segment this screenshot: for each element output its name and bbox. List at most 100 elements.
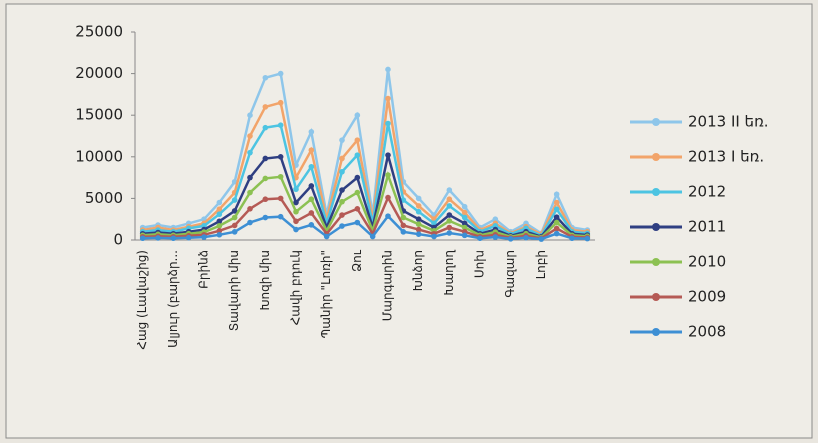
point — [216, 218, 223, 225]
point — [308, 147, 315, 153]
x-tick-label: Լոբի — [534, 250, 548, 279]
point — [461, 209, 468, 216]
point — [277, 122, 284, 128]
point — [553, 230, 560, 237]
y-tick-label: 20000 — [75, 64, 123, 82]
point — [262, 214, 269, 221]
point — [385, 152, 391, 158]
point — [308, 196, 315, 203]
legend-marker — [652, 118, 660, 126]
point — [492, 234, 499, 240]
legend-label: 2013 II եռ. — [688, 113, 769, 131]
y-tick-label: 15000 — [75, 106, 123, 124]
x-tick-label: Խոզի միս — [258, 250, 272, 311]
point — [216, 211, 223, 218]
point — [415, 231, 422, 237]
point — [446, 224, 453, 231]
point — [553, 206, 560, 213]
point — [293, 226, 299, 233]
point — [293, 199, 299, 206]
point — [461, 203, 468, 210]
point — [446, 203, 453, 209]
point — [247, 219, 253, 226]
x-tick-label: Տավարի միս — [227, 250, 241, 331]
point — [247, 189, 253, 196]
point — [492, 216, 499, 222]
point — [415, 208, 422, 215]
point — [446, 230, 453, 236]
point — [569, 235, 575, 242]
point — [446, 196, 453, 203]
x-tick-label: Հաց (Լավաշից) — [135, 250, 149, 350]
point — [415, 195, 422, 202]
point — [354, 152, 361, 158]
point — [216, 228, 223, 234]
legend-label: 2012 — [688, 183, 726, 201]
point — [415, 221, 422, 227]
point — [262, 74, 269, 81]
legend-marker — [652, 153, 660, 161]
point — [247, 133, 253, 139]
point — [553, 214, 560, 220]
x-tick-label: Պանիր "Լոռի" — [319, 250, 333, 338]
point — [461, 220, 468, 227]
point — [339, 212, 345, 218]
point — [231, 229, 238, 235]
legend-marker — [652, 328, 660, 336]
point — [354, 189, 361, 196]
point — [400, 214, 407, 221]
y-tick-label: 25000 — [75, 23, 123, 41]
point — [385, 120, 391, 127]
x-tick-label: Խնձոր — [411, 250, 425, 291]
point — [139, 235, 146, 242]
point — [385, 95, 391, 102]
point — [293, 186, 299, 193]
point — [277, 154, 284, 160]
point — [185, 234, 192, 241]
point — [216, 199, 223, 206]
point — [308, 210, 315, 216]
point — [446, 187, 453, 193]
legend-label: 2010 — [688, 253, 726, 271]
point — [216, 206, 223, 213]
point — [415, 203, 422, 209]
point — [385, 213, 391, 219]
point — [231, 208, 238, 214]
point — [446, 218, 453, 224]
point — [201, 234, 207, 240]
point — [415, 226, 422, 233]
y-tick-label: 5000 — [85, 189, 123, 207]
point — [400, 222, 407, 229]
point — [354, 206, 361, 212]
legend-label: 2013 I եռ. — [688, 148, 764, 166]
point — [354, 137, 361, 143]
point — [247, 174, 253, 181]
legend-marker — [652, 293, 660, 301]
point — [216, 223, 223, 229]
x-tick-label: Ալյուր (բարձր... — [166, 250, 180, 348]
point — [431, 233, 437, 240]
point — [385, 66, 391, 73]
point — [354, 219, 361, 226]
point — [262, 104, 269, 110]
y-tick-label: 0 — [113, 231, 123, 249]
x-tick-label: Բրինձ — [197, 250, 211, 289]
series-line — [142, 69, 588, 236]
point — [339, 223, 345, 229]
point — [277, 99, 284, 106]
x-tick-label: Սոխ — [473, 250, 487, 278]
x-tick-label: Հավի բդուկ — [289, 250, 303, 325]
point — [553, 199, 560, 206]
point — [400, 229, 407, 235]
point — [415, 216, 422, 222]
x-tick-label: Խաղող — [442, 250, 456, 296]
point — [277, 70, 284, 77]
point — [339, 137, 345, 143]
legend-label: 2008 — [688, 323, 726, 341]
legend-label: 2009 — [688, 288, 726, 306]
point — [308, 183, 315, 189]
point — [323, 233, 330, 240]
point — [262, 155, 269, 162]
point — [339, 155, 345, 162]
point — [155, 235, 161, 241]
